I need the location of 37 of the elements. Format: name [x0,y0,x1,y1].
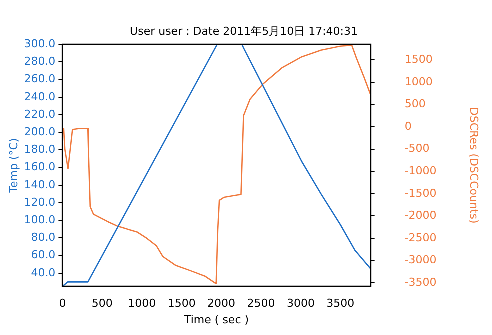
y-tick-label: 140.0 [24,178,56,192]
y-tick-label: 120.0 [24,196,56,209]
y-tick-label: 260.0 [24,72,56,86]
x-tick-label: 500 [92,297,113,310]
y-tick-label: 160.0 [24,160,56,174]
x-tick-label: 3000 [286,297,315,310]
y2-axis-title: DSCRes (DSCCounts) [468,107,481,224]
y2-tick-label: -3000 [404,254,437,267]
y-tick-label: 200.0 [24,125,56,138]
y2-tick-label: -1500 [404,186,437,200]
y-tick-label: 40.0 [31,266,56,280]
y2-tick-label: -2000 [404,209,437,222]
y2-tick-label: 0 [404,120,412,133]
x-tick-label: 2500 [247,297,276,310]
y-tick-label: 280.0 [24,55,56,68]
x-tick-label: 2000 [208,297,236,310]
y-tick-label: 60.0 [31,248,56,262]
x-axis-title: Time ( sec ) [183,313,250,326]
y2-tick-label: 500 [404,98,426,111]
y2-tick-label: 1000 [404,75,433,88]
y2-tick-label: -2500 [404,231,437,244]
x-tick-label: 3500 [326,297,355,310]
y-tick-label: 100.0 [24,213,56,226]
y2-tick-label: -3500 [404,276,437,289]
y-tick-label: 80.0 [31,231,56,244]
y-tick-label: 300.0 [24,37,56,50]
y2-tick-label: -500 [404,142,430,156]
x-tick-label: 1500 [168,297,196,310]
y2-tick-label: -1000 [404,164,437,178]
y-tick-label: 180.0 [24,143,56,156]
x-tick-label: 0 [59,297,66,310]
y-axis-title: Temp (°C) [7,138,20,194]
y-tick-label: 240.0 [24,90,56,104]
y2-tick-label: 1500 [404,53,433,66]
chart-title: User user : Date 2011年5月10日 17:40:31 [130,24,358,38]
x-tick-label: 1000 [128,297,156,310]
y-tick-label: 220.0 [24,108,56,121]
